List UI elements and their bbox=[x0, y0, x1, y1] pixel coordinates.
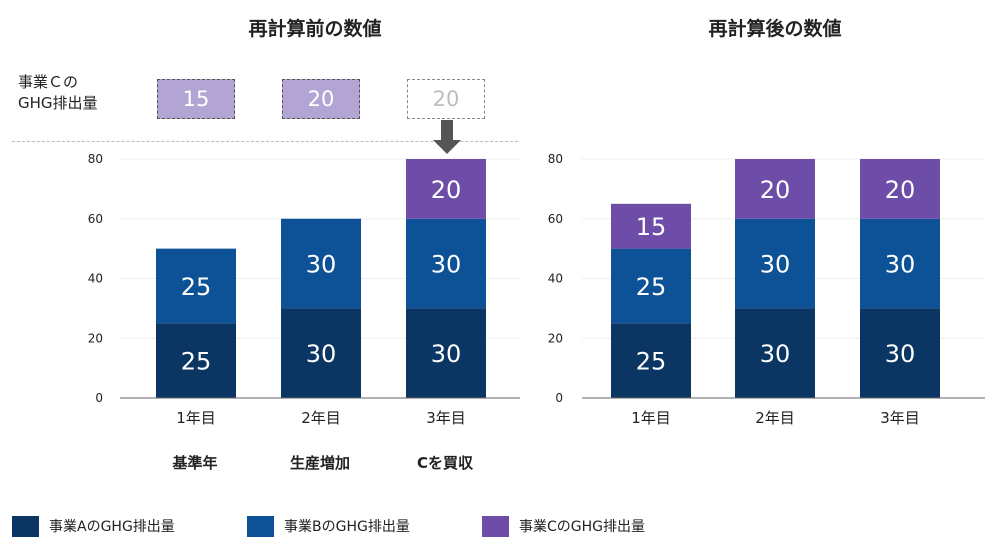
bar-value-label: 30 bbox=[431, 251, 462, 279]
bar-segment bbox=[860, 308, 940, 398]
bar-segment bbox=[156, 248, 236, 324]
x-category-label: 2年目 bbox=[755, 409, 795, 427]
bar-value-label: 30 bbox=[760, 251, 791, 279]
x-category-label: 1年目 bbox=[631, 409, 671, 427]
y-tick-label: 0 bbox=[95, 391, 103, 405]
right-chart-title: 再計算後の数値 bbox=[708, 18, 842, 40]
business-c-box-year3: 20 bbox=[407, 79, 485, 119]
business-c-box-year1: 15 bbox=[157, 79, 235, 119]
legend-item-c: 事業CのGHG排出量 bbox=[482, 515, 645, 537]
legend-item-a: 事業AのGHG排出量 bbox=[12, 515, 175, 537]
x-category-label: 3年目 bbox=[880, 409, 920, 427]
bar-segment bbox=[281, 308, 361, 398]
legend-swatch-b bbox=[247, 515, 274, 537]
y-tick-label: 60 bbox=[548, 212, 563, 226]
bar-value-label: 25 bbox=[181, 348, 212, 376]
x-category-label: 3年目 bbox=[426, 409, 466, 427]
bar-segment bbox=[406, 159, 486, 219]
bar-segment bbox=[860, 218, 940, 309]
business-c-label-line2: GHG排出量 bbox=[18, 94, 98, 112]
bar-segment bbox=[735, 218, 815, 309]
business-c-box-year2: 20 bbox=[282, 79, 360, 119]
bar-segment bbox=[406, 218, 486, 309]
bar-value-label: 30 bbox=[306, 251, 337, 279]
sublabel-production-increase: 生産増加 bbox=[289, 454, 350, 472]
bar-value-label: 15 bbox=[636, 213, 667, 241]
bar-segment bbox=[156, 323, 236, 398]
business-c-label: 事業Ｃの GHG排出量 bbox=[18, 72, 98, 114]
bar-value-label: 30 bbox=[885, 340, 916, 368]
bar-segment bbox=[735, 159, 815, 219]
y-tick-label: 40 bbox=[548, 272, 563, 286]
bar-value-label: 25 bbox=[636, 273, 667, 301]
business-c-label-line1: 事業Ｃの bbox=[18, 73, 79, 91]
bar-segment bbox=[406, 308, 486, 398]
y-tick-label: 20 bbox=[88, 331, 103, 345]
bar-value-label: 30 bbox=[306, 340, 337, 368]
bar-value-label: 20 bbox=[431, 176, 462, 204]
bar-value-label: 30 bbox=[885, 251, 916, 279]
down-arrow-head-icon bbox=[433, 140, 461, 154]
bar-segment bbox=[611, 203, 691, 249]
y-tick-label: 0 bbox=[555, 391, 563, 405]
left-chart-title: 再計算前の数値 bbox=[248, 18, 382, 40]
bar-segment bbox=[611, 323, 691, 398]
bar-value-label: 20 bbox=[885, 176, 916, 204]
x-category-label: 2年目 bbox=[301, 409, 341, 427]
y-tick-label: 80 bbox=[88, 152, 103, 166]
bar-segment bbox=[860, 159, 940, 219]
bar-value-label: 25 bbox=[636, 348, 667, 376]
dashed-separator bbox=[12, 141, 518, 142]
bar-segment bbox=[611, 248, 691, 324]
bar-value-label: 25 bbox=[181, 273, 212, 301]
legend-item-b: 事業BのGHG排出量 bbox=[247, 515, 410, 537]
bar-segment bbox=[281, 218, 361, 309]
legend-label-b: 事業BのGHG排出量 bbox=[284, 519, 410, 535]
legend-label-c: 事業CのGHG排出量 bbox=[519, 519, 645, 535]
bar-segment bbox=[735, 308, 815, 398]
y-tick-label: 80 bbox=[548, 152, 563, 166]
bar-value-label: 30 bbox=[431, 340, 462, 368]
down-arrow-icon bbox=[441, 120, 453, 142]
sublabel-base-year: 基準年 bbox=[172, 454, 218, 472]
y-tick-label: 20 bbox=[548, 331, 563, 345]
y-tick-label: 40 bbox=[88, 272, 103, 286]
x-category-label: 1年目 bbox=[176, 409, 216, 427]
legend-label-a: 事業AのGHG排出量 bbox=[49, 519, 175, 535]
legend-swatch-c bbox=[482, 515, 509, 537]
bar-value-label: 30 bbox=[760, 340, 791, 368]
bar-value-label: 20 bbox=[760, 176, 791, 204]
legend-swatch-a bbox=[12, 515, 39, 537]
y-tick-label: 60 bbox=[88, 212, 103, 226]
sublabel-acquire-c: Cを買収 bbox=[416, 454, 473, 472]
